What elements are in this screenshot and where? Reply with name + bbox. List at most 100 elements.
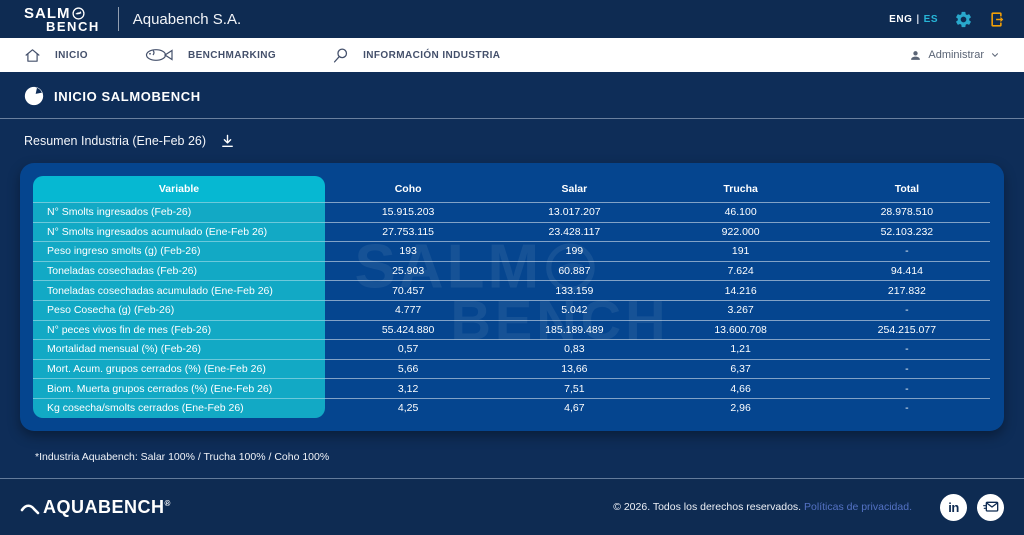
logout-button[interactable] (989, 10, 1008, 29)
linkedin-icon: in (948, 499, 959, 515)
cell-trucha: 4,66 (657, 378, 824, 398)
row-variable-label: Toneladas cosechadas acumulado (Ene-Feb … (33, 280, 325, 300)
cell-total: 52.103.232 (823, 221, 990, 242)
cell-salar: 185.189.489 (491, 319, 658, 340)
nav-label-inicio: INICIO (55, 49, 88, 61)
industry-summary-card: SALM BENCH Variable Coho Salar Trucha To… (20, 163, 1004, 431)
header-divider (117, 7, 119, 31)
nav-bar: INICIO BENCHMARKING INFORMACIÓN INDUSTRI… (0, 38, 1024, 72)
cell-trucha: 3.267 (657, 299, 824, 320)
row-variable-label: N° Smolts ingresados (Feb-26) (33, 202, 325, 222)
main-content: INICIO SALMOBENCH Resumen Industria (Ene… (0, 72, 1024, 478)
table-row: Mortalidad mensual (%) (Feb-26) 0,57 0,83 1… (33, 339, 990, 359)
column-header-salar: Salar (561, 183, 588, 195)
privacy-policy-link[interactable]: Políticas de privacidad. (804, 501, 912, 513)
cell-trucha: 2,96 (657, 397, 824, 418)
nav-item-benchmarking[interactable]: BENCHMARKING (144, 47, 276, 63)
table-row: Toneladas cosechadas (Feb-26) 25.903 60.88… (33, 260, 990, 281)
row-variable-label: N° peces vivos fin de mes (Feb-26) (33, 319, 325, 340)
table-row: Peso Cosecha (g) (Feb-26) 4.777 5.042 3.267… (33, 299, 990, 320)
row-variable-label: Toneladas cosechadas (Feb-26) (33, 260, 325, 281)
linkedin-button[interactable]: in (940, 493, 967, 521)
row-variable-label: N° Smolts ingresados acumulado (Ene-Feb … (33, 221, 325, 242)
settings-button[interactable] (954, 10, 973, 29)
fish-icon (145, 49, 173, 61)
cell-salar: 13.017.207 (491, 202, 658, 222)
cell-salar: 4,67 (491, 397, 658, 418)
column-header-variable: Variable (33, 176, 325, 202)
chevron-down-icon (992, 53, 998, 57)
section-title: Resumen Industria (Ene-Feb 26) (24, 134, 207, 148)
logo-text-line1: SALM (24, 4, 71, 22)
admin-label: Administrar (928, 49, 984, 61)
logout-door-icon (991, 11, 1004, 27)
column-header-trucha: Trucha (723, 183, 758, 195)
table-row: N° Smolts ingresados (Feb-26) 15.915.203 1… (33, 202, 990, 222)
nav-item-inicio[interactable]: INICIO (24, 47, 88, 64)
row-variable-label: Mortalidad mensual (%) (Feb-26) (33, 339, 325, 359)
lang-es-button[interactable]: ES (923, 13, 938, 25)
cell-salar: 23.428.117 (491, 221, 658, 242)
cell-trucha: 191 (657, 241, 824, 261)
cell-total: - (823, 339, 990, 359)
cell-trucha: 7.624 (657, 260, 824, 281)
cell-total: - (823, 299, 990, 320)
table-row: Peso ingreso smolts (g) (Feb-26) 193 199 19… (33, 241, 990, 261)
cell-salar: 5.042 (491, 299, 658, 320)
download-button[interactable] (220, 133, 235, 149)
cell-total: - (823, 378, 990, 398)
cell-trucha: 46.100 (657, 202, 824, 222)
cell-trucha: 1,21 (657, 339, 824, 359)
logo-text-line2: BENCH (46, 18, 100, 34)
copyright-text: © 2026. Todos los derechos reservados. (613, 501, 802, 513)
cell-coho: 3,12 (325, 378, 492, 398)
email-icon (982, 501, 998, 512)
column-header-total: Total (894, 183, 920, 195)
cell-salar: 60.887 (491, 260, 658, 281)
cell-coho: 4.777 (325, 299, 492, 320)
cell-trucha: 13.600.708 (657, 319, 824, 340)
cell-coho: 25.903 (325, 260, 492, 281)
table-row: Kg cosecha/smolts cerrados (Ene-Feb 26) 4… (33, 397, 990, 418)
cell-total: 254.215.077 (823, 319, 990, 340)
registered-mark: ® (164, 498, 171, 508)
industry-table: Variable Coho Salar Trucha Total N° Smol… (33, 176, 990, 418)
fish-circle-icon-title (24, 86, 44, 106)
table-row: N° Smolts ingresados acumulado (Ene-Feb … (33, 221, 990, 242)
cell-coho: 70.457 (325, 280, 492, 300)
home-icon (25, 48, 40, 62)
user-icon (911, 50, 921, 60)
cell-coho: 193 (325, 241, 492, 261)
nav-label-benchmarking: BENCHMARKING (187, 49, 277, 61)
gear-icon (956, 11, 971, 27)
cell-coho: 55.424.880 (325, 319, 492, 340)
row-variable-label: Biom. Muerta grupos cerrados (%) (Ene-Fe… (33, 378, 325, 398)
cell-coho: 0,57 (325, 339, 492, 359)
table-row: Mort. Acum. grupos cerrados (%) (Ene-Feb… (33, 358, 990, 379)
cell-total: - (823, 241, 990, 261)
cell-salar: 7,51 (491, 378, 658, 398)
cell-total: 94.414 (823, 260, 990, 281)
cell-salar: 13,66 (491, 358, 658, 379)
row-variable-label: Mort. Acum. grupos cerrados (%) (Ene-Feb… (33, 358, 325, 379)
fish-circle-icon (71, 6, 85, 20)
brand-name: AQUABENCH (43, 496, 165, 517)
cell-salar: 133.159 (491, 280, 658, 300)
table-row: N° peces vivos fin de mes (Feb-26) 55.424… (33, 319, 990, 340)
lang-eng-button[interactable]: ENG (889, 13, 913, 25)
table-body: N° Smolts ingresados (Feb-26) 15.915.203 1… (33, 202, 990, 418)
nav-label-informacion: INFORMACIÓN INDUSTRIA (363, 49, 501, 61)
admin-dropdown[interactable]: Administrar (909, 49, 1000, 62)
language-toggle: ENG | ES (889, 14, 938, 25)
email-button[interactable] (977, 493, 1004, 521)
table-row: Toneladas cosechadas acumulado (Ene-Feb … (33, 280, 990, 300)
cell-coho: 15.915.203 (325, 202, 492, 222)
cell-coho: 27.753.115 (325, 221, 492, 242)
cell-total: - (823, 358, 990, 379)
page-title: INICIO SALMOBENCH (54, 88, 201, 104)
nav-item-informacion-industria[interactable]: INFORMACIÓN INDUSTRIA (332, 47, 500, 64)
table-header-row: Variable Coho Salar Trucha Total (33, 176, 990, 202)
top-header: SALM BENCH Aquabench S.A. ENG | ES (0, 0, 1024, 38)
cell-total: - (823, 397, 990, 418)
row-variable-label: Peso ingreso smolts (g) (Feb-26) (33, 241, 325, 261)
